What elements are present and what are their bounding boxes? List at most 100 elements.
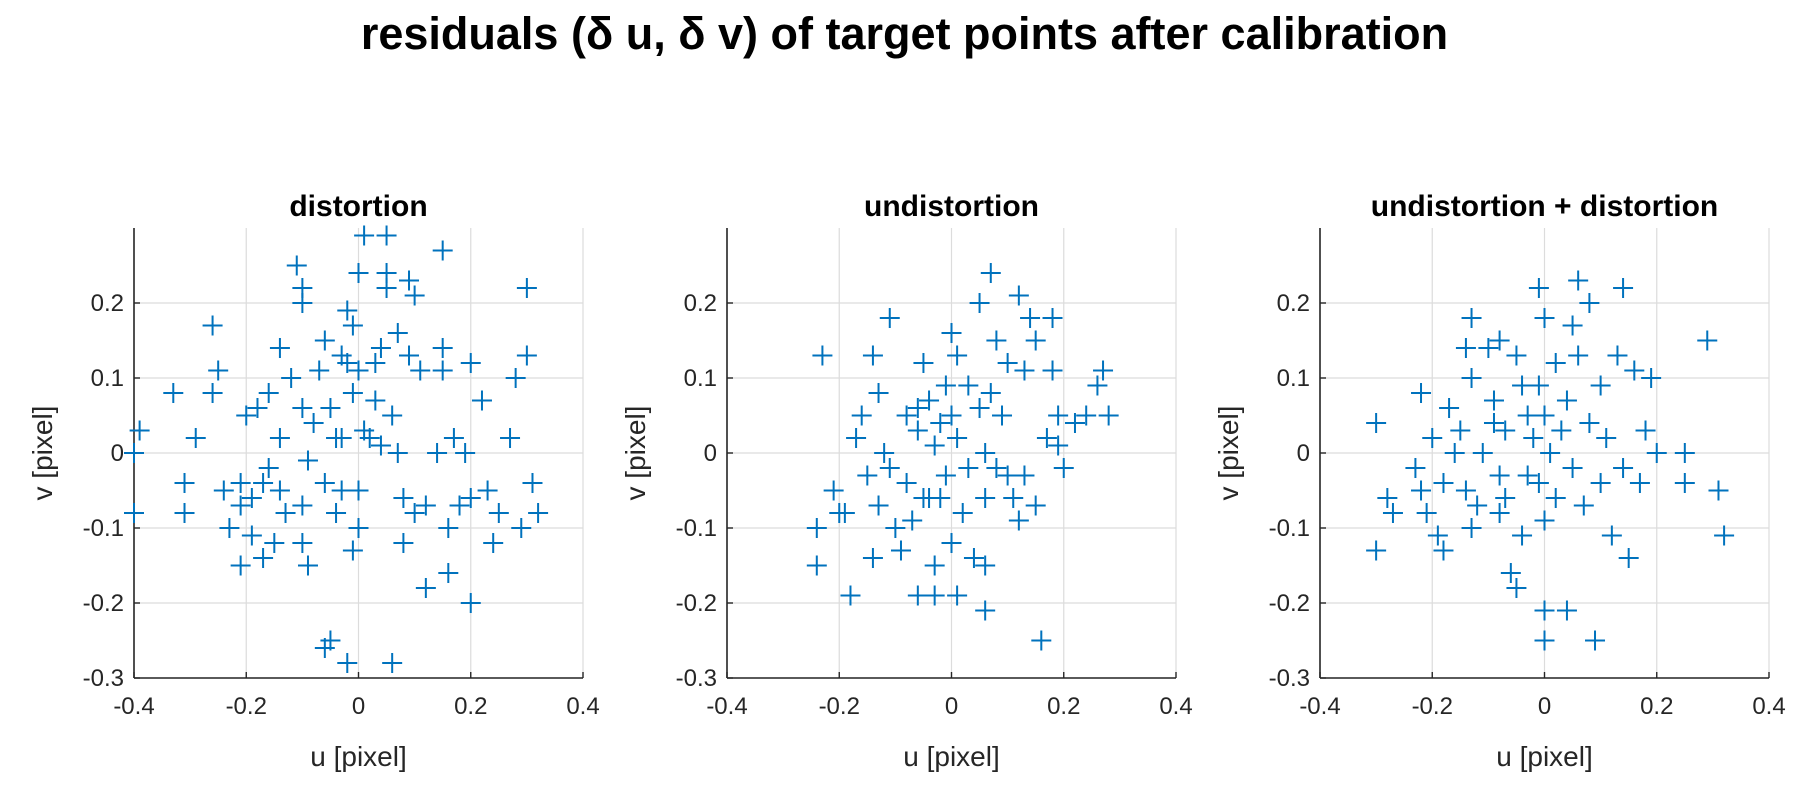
data-point-marker <box>941 323 962 343</box>
data-point-marker <box>1483 390 1504 411</box>
data-point-marker <box>1674 443 1695 463</box>
data-point-marker <box>1601 525 1622 546</box>
x-axis-label: u [pixel] <box>1496 741 1593 772</box>
data-point-marker <box>393 533 414 553</box>
y-tick-label: 0.2 <box>91 290 124 317</box>
data-point-marker <box>387 323 408 343</box>
data-point-marker <box>477 480 498 501</box>
data-point-marker <box>236 405 257 426</box>
data-point-marker <box>1495 488 1516 508</box>
data-point-marker <box>337 653 358 673</box>
data-point-marker <box>1517 465 1538 486</box>
data-point-marker <box>1455 338 1476 358</box>
data-point-marker <box>969 293 990 313</box>
data-point-marker <box>1439 398 1460 418</box>
data-point-marker <box>1461 308 1482 328</box>
data-point-marker <box>980 263 1001 283</box>
data-point-marker <box>1714 525 1735 546</box>
data-point-marker <box>1489 503 1510 523</box>
data-point-marker <box>516 278 537 298</box>
data-point-marker <box>941 533 962 553</box>
x-tick-label: -0.4 <box>1299 693 1340 720</box>
data-point-marker <box>851 405 872 426</box>
data-point-marker <box>365 390 386 411</box>
data-point-marker <box>443 428 464 448</box>
x-tick-label: 0.2 <box>1047 693 1080 720</box>
data-point-marker <box>286 255 307 276</box>
data-point-marker <box>264 533 285 553</box>
y-tick-label: -0.3 <box>1269 665 1310 692</box>
y-axis-label: v [pixel] <box>620 406 651 501</box>
data-point-marker <box>415 578 436 598</box>
data-point-marker <box>376 278 397 298</box>
data-point-marker <box>1534 308 1555 328</box>
data-point-marker <box>1008 510 1029 531</box>
data-point-marker <box>1528 278 1549 298</box>
data-point-marker <box>958 458 979 478</box>
data-point-marker <box>907 398 928 418</box>
data-point-marker <box>185 428 206 448</box>
data-point-marker <box>1478 338 1499 358</box>
data-point-marker <box>455 443 476 463</box>
data-point-marker <box>219 518 240 538</box>
data-point-marker <box>1411 480 1432 501</box>
data-point-marker <box>975 488 996 508</box>
data-point-marker <box>890 540 911 561</box>
y-axis-label: v [pixel] <box>27 406 58 501</box>
subplot-title: distortion <box>289 190 427 223</box>
data-point-marker <box>1411 383 1432 403</box>
data-point-marker <box>432 360 453 381</box>
data-point-marker <box>896 405 917 426</box>
data-point-marker <box>1607 345 1628 366</box>
y-tick-label: -0.3 <box>83 665 124 692</box>
data-point-marker <box>1551 420 1572 441</box>
data-point-marker <box>1048 435 1069 456</box>
data-point-marker <box>1008 285 1029 306</box>
data-point-marker <box>309 360 330 381</box>
data-point-marker <box>1483 413 1504 433</box>
data-point-marker <box>275 503 296 523</box>
data-point-marker <box>1489 330 1510 351</box>
data-point-marker <box>1025 495 1046 516</box>
data-point-marker <box>1014 465 1035 486</box>
data-point-marker <box>1461 518 1482 538</box>
data-point-marker <box>297 450 318 471</box>
data-point-marker <box>997 465 1018 486</box>
data-point-marker <box>1573 495 1594 516</box>
data-point-marker <box>292 533 313 553</box>
data-point-marker <box>303 413 324 433</box>
y-tick-label: 0.2 <box>1277 290 1310 317</box>
data-point-marker <box>1076 405 1097 426</box>
data-point-marker <box>1697 330 1718 351</box>
data-point-marker <box>1613 458 1634 478</box>
data-point-marker <box>1467 495 1488 516</box>
data-point-marker <box>1534 405 1555 426</box>
data-point-marker <box>885 518 906 538</box>
data-point-marker <box>460 593 481 613</box>
data-point-marker <box>1450 420 1471 441</box>
data-point-marker <box>399 270 420 291</box>
data-point-marker <box>924 555 945 576</box>
data-point-marker <box>505 368 526 388</box>
data-point-marker <box>1629 473 1650 493</box>
y-tick-label: -0.2 <box>83 590 124 617</box>
data-point-marker <box>1042 360 1063 381</box>
data-point-marker <box>331 480 352 501</box>
data-point-marker <box>1523 428 1544 448</box>
x-axis-label: u [pixel] <box>310 741 407 772</box>
data-point-marker <box>314 473 335 493</box>
y-tick-label: -0.3 <box>676 665 717 692</box>
data-point-marker <box>528 503 549 523</box>
data-point-marker <box>1585 630 1606 651</box>
y-tick-label: 0.2 <box>684 290 717 317</box>
data-point-marker <box>415 495 436 516</box>
data-point-marker <box>862 345 883 366</box>
data-point-marker <box>806 518 827 538</box>
data-point-marker <box>124 503 144 523</box>
data-point-marker <box>247 398 268 418</box>
data-point-marker <box>253 473 274 493</box>
x-tick-label: -0.4 <box>113 693 154 720</box>
data-point-marker <box>1366 413 1387 433</box>
data-point-marker <box>258 458 279 478</box>
data-point-marker <box>174 473 195 493</box>
